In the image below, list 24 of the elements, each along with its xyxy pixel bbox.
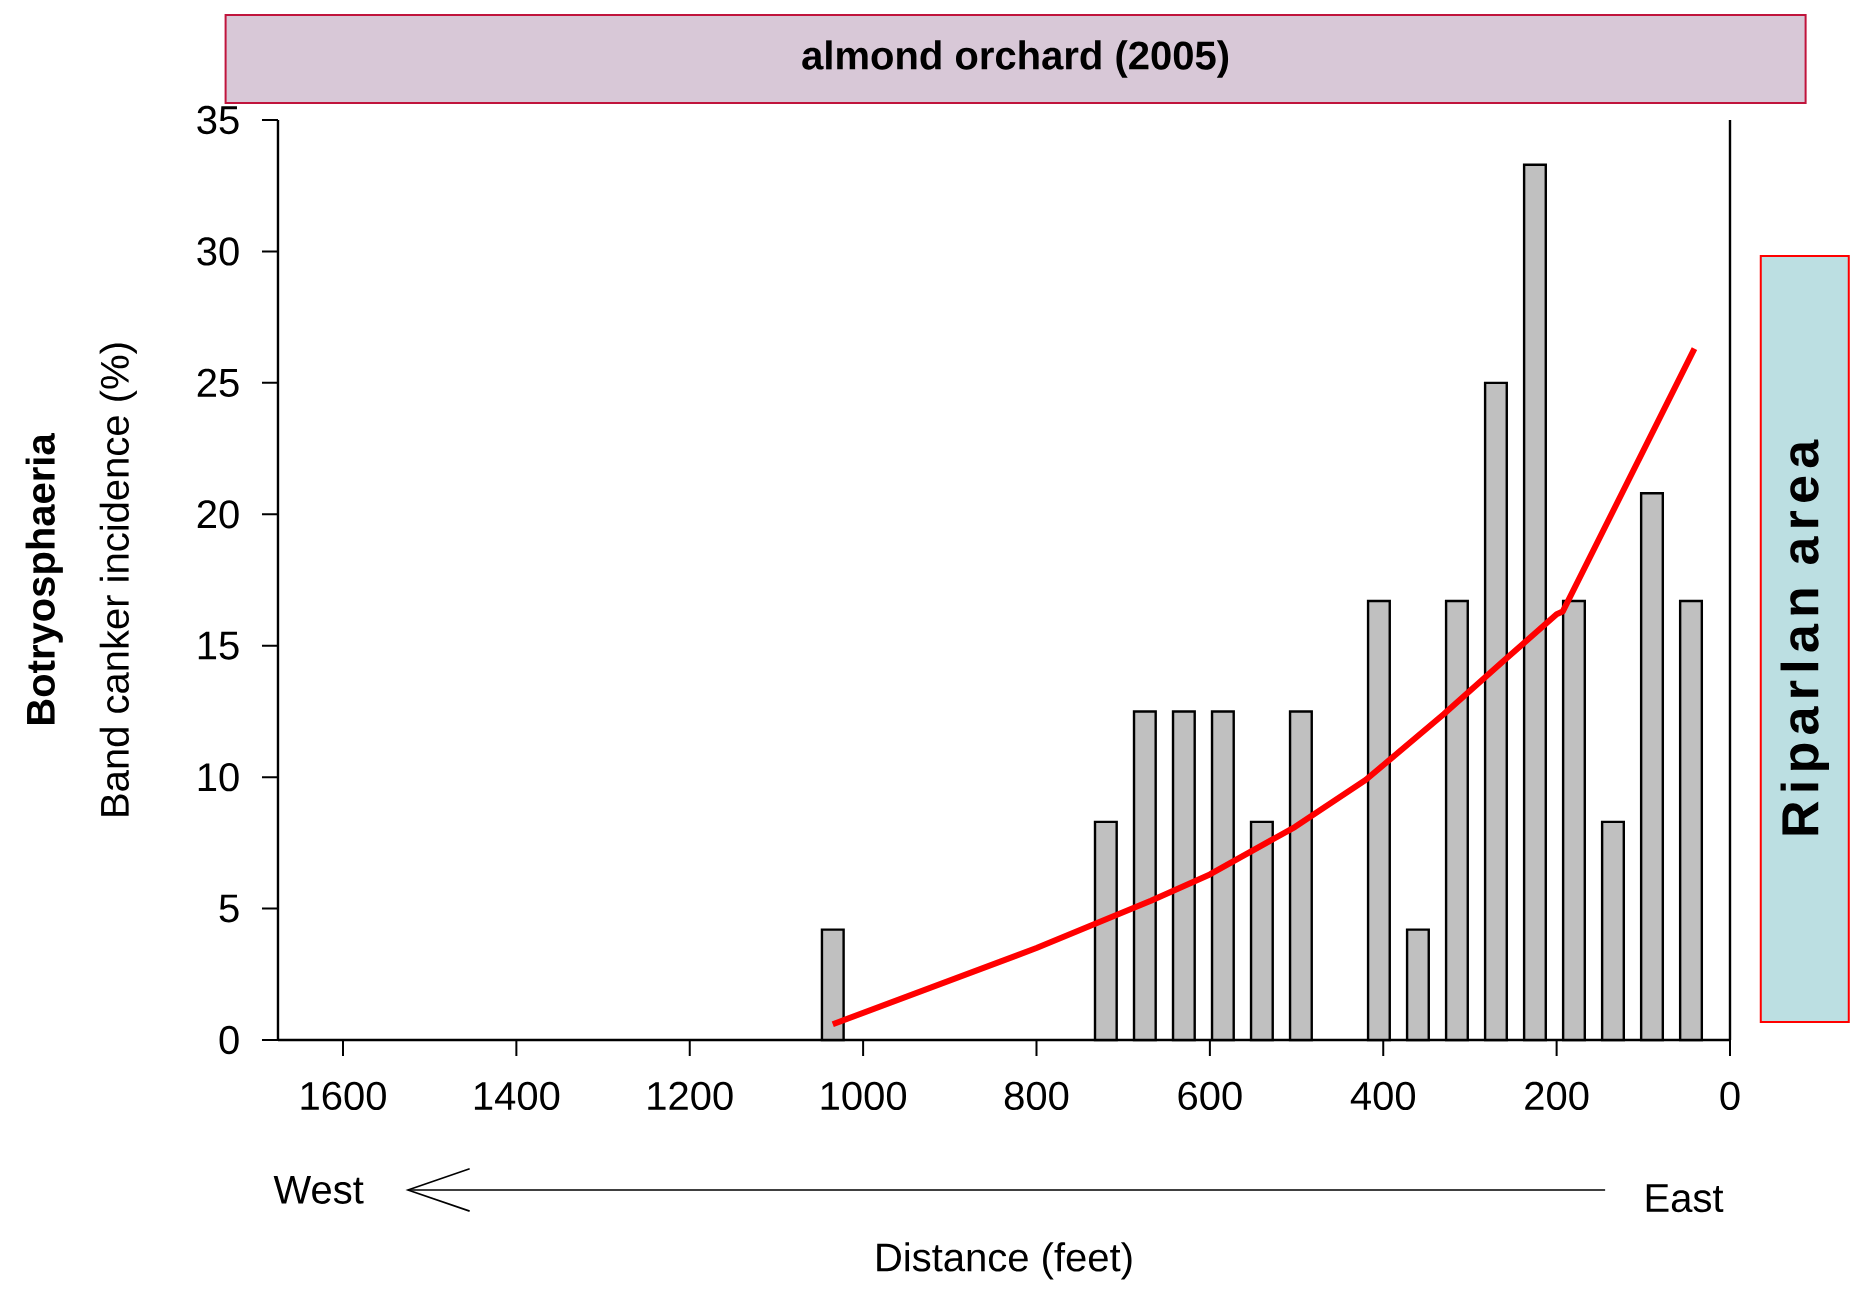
x-tick-label: 1000	[821, 1081, 907, 1111]
y-tick-label: 10	[198, 763, 239, 792]
x-tick-label: 1600	[301, 1081, 386, 1111]
x-tick-label: 0	[1720, 1081, 1740, 1111]
x-tick-label: 800	[1004, 1081, 1069, 1111]
y-tick-label: 15	[198, 631, 239, 660]
y-axis-title: Band canker incidence (%)	[99, 343, 137, 816]
y-tick-label: 25	[197, 368, 239, 397]
x-axis-title: Distance (feet)	[877, 1242, 1132, 1280]
text: West	[273, 1176, 364, 1204]
x-tick-label: 400	[1350, 1081, 1416, 1111]
y-tick-label: 35	[197, 105, 239, 135]
x-tick-label: 1200	[648, 1081, 733, 1111]
y-tick-label: 5	[219, 894, 239, 923]
x-tick-label: 600	[1178, 1081, 1242, 1111]
text: Riparlan area	[1780, 439, 1830, 835]
text: East	[1646, 1184, 1724, 1213]
y-tick-label: 30	[197, 237, 239, 266]
y-tick-label: 0	[219, 1025, 239, 1055]
text: Botryosphaeria	[25, 433, 63, 725]
y-tick-label: 20	[197, 500, 239, 529]
x-tick-label: 200	[1525, 1081, 1589, 1111]
chart-title: almond orchard (2005)	[802, 40, 1229, 78]
x-tick-label: 1400	[474, 1081, 560, 1111]
